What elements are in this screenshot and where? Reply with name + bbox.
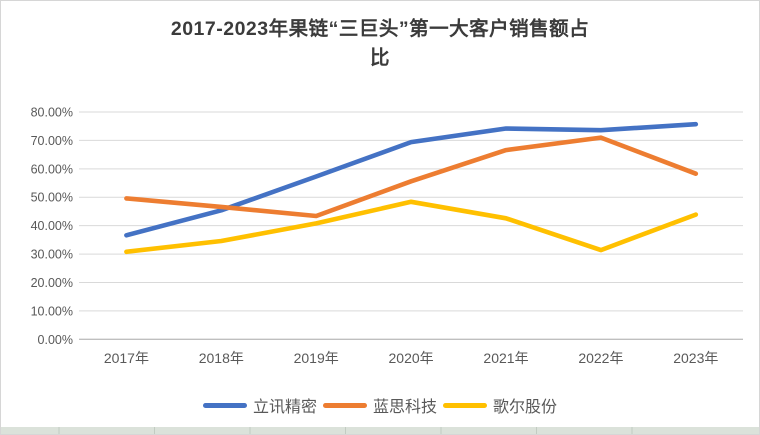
spreadsheet-edge-strip	[1, 427, 759, 434]
x-axis-tick-label: 2017年	[104, 350, 149, 366]
y-axis-tick-label: 40.00%	[31, 219, 73, 233]
chart-legend: 立讯精密 蓝思科技 歌尔股份	[1, 392, 759, 418]
chart-title: 2017-2023年果链“三巨头”第一大客户销售额占 比	[1, 15, 759, 74]
legend-item-1: 蓝思科技	[322, 393, 437, 417]
legend-marker	[443, 402, 487, 408]
x-axis-tick-label: 2023年	[673, 350, 718, 366]
legend-marker	[202, 402, 247, 408]
legend-label: 歌尔股份	[493, 399, 558, 416]
y-axis-tick-label: 50.00%	[31, 191, 73, 205]
y-axis-tick-label: 60.00%	[31, 162, 73, 176]
chart-title-line1: 2017-2023年果链“三巨头”第一大客户销售额占	[170, 18, 590, 40]
series-line-1	[124, 135, 699, 219]
x-axis-tick-label: 2020年	[389, 350, 434, 366]
y-axis-tick-label: 80.00%	[31, 106, 73, 120]
legend-item-0: 立讯精密	[202, 393, 317, 417]
y-axis-tick-label: 10.00%	[31, 304, 73, 318]
x-axis-tick-label: 2019年	[294, 350, 339, 366]
y-axis-tick-label: 70.00%	[31, 134, 73, 148]
y-axis-tick-label: 0.00%	[38, 333, 73, 347]
legend-marker	[322, 402, 367, 408]
legend-label: 立讯精密	[252, 399, 317, 416]
legend-label: 蓝思科技	[372, 399, 437, 416]
legend-item-2: 歌尔股份	[443, 393, 557, 417]
chart-title-line2: 比	[369, 47, 390, 70]
x-axis-tick-label: 2022年	[578, 350, 623, 366]
x-axis-tick-label: 2021年	[483, 350, 528, 366]
series-line-0	[124, 121, 699, 238]
y-axis-tick-label: 20.00%	[31, 276, 73, 290]
series-line-2	[124, 199, 699, 255]
y-axis-tick-label: 30.00%	[31, 248, 73, 262]
x-axis-tick-label: 2018年	[199, 350, 244, 366]
